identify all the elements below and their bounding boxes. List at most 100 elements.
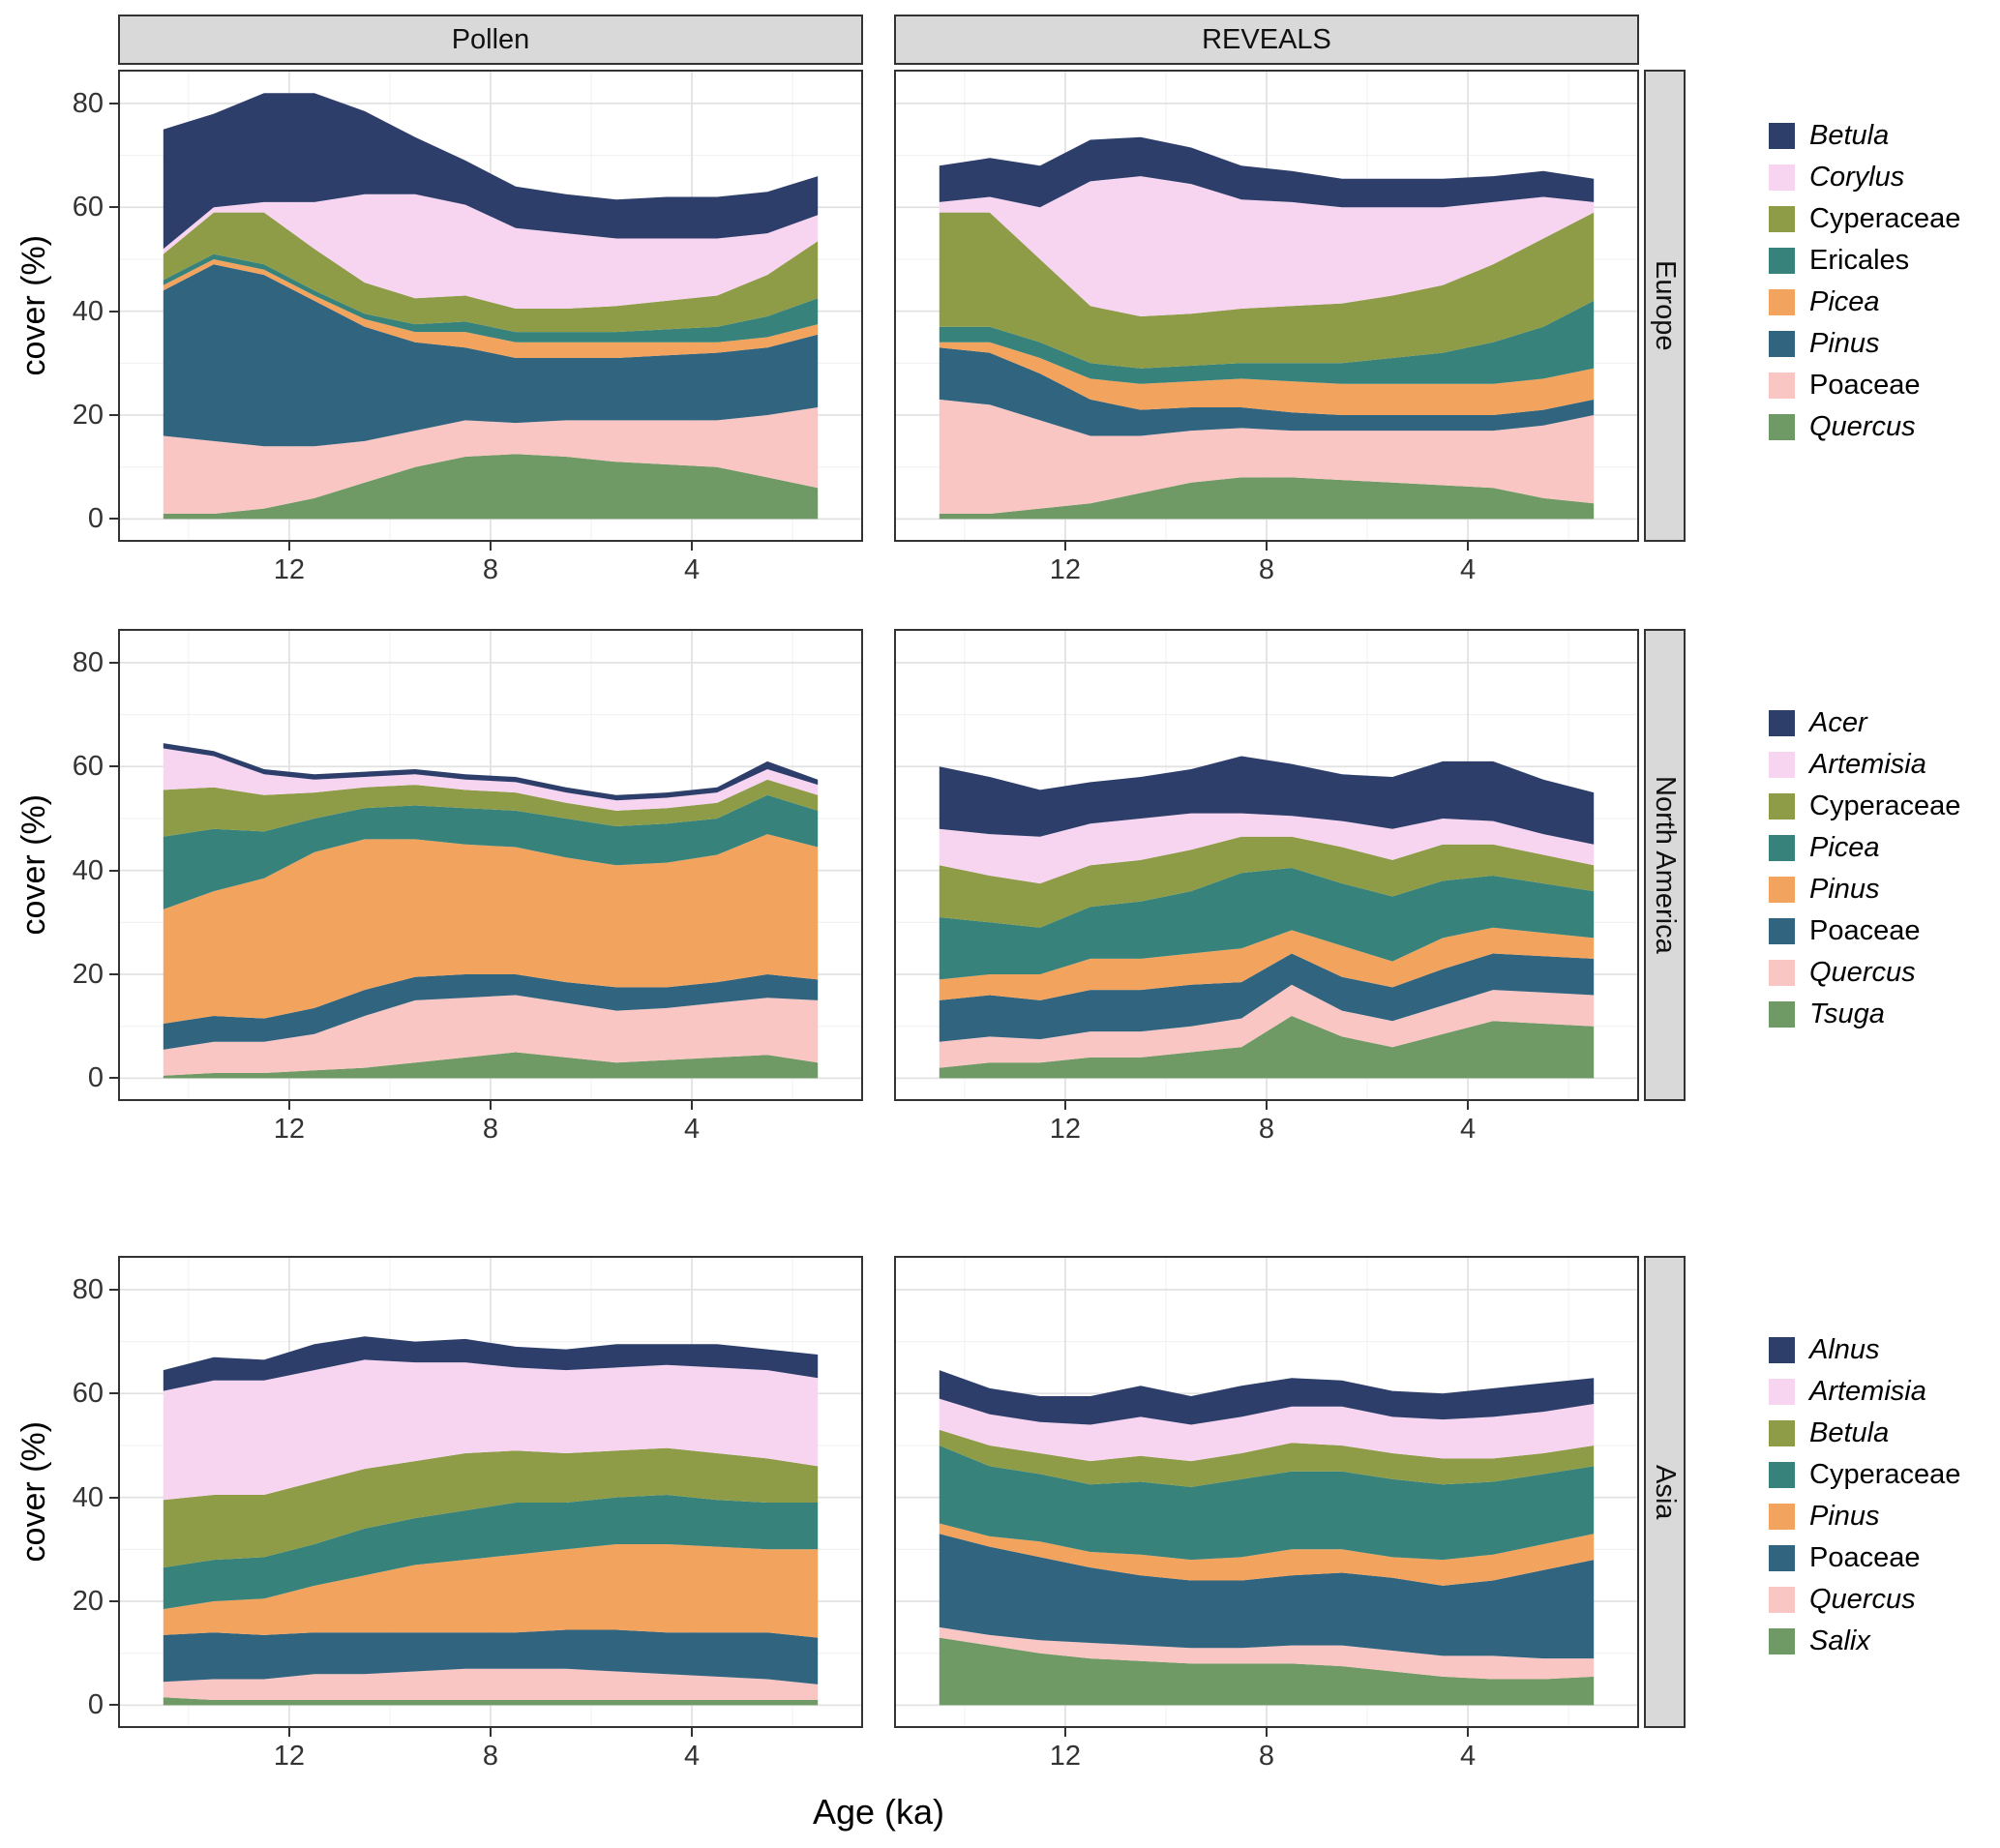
legend-item-betula: Betula — [1769, 1417, 2000, 1449]
legend-key — [1769, 1545, 1795, 1571]
panel-north-america-pollen — [118, 629, 863, 1101]
x-tick-mark — [490, 542, 492, 551]
legend-label: Cyperaceae — [1809, 790, 1961, 821]
y-tick-mark — [109, 1392, 118, 1395]
y-axis-title-text: cover (%) — [15, 235, 52, 376]
x-tick-label: 8 — [1258, 1114, 1275, 1145]
legend-key — [1769, 835, 1795, 861]
x-tick-mark — [1063, 1101, 1066, 1110]
x-tick-label: 8 — [1258, 554, 1275, 585]
area-corylus — [939, 176, 1595, 316]
area-cyperaceae — [939, 836, 1595, 928]
y-tick-mark — [109, 1704, 118, 1707]
y-tick-mark — [109, 518, 118, 521]
legend-key — [1769, 1379, 1795, 1405]
legend-item-ericales: Ericales — [1769, 245, 2000, 277]
y-tick-label: 60 — [72, 192, 104, 224]
legend-key — [1769, 877, 1795, 903]
area-corylus — [163, 194, 819, 309]
legend-item-cyperaceae: Cyperaceae — [1769, 1459, 2000, 1491]
legend-key — [1769, 918, 1795, 944]
area-alnus — [939, 1370, 1595, 1425]
x-tick-mark — [1467, 1101, 1470, 1110]
legend-label: Pinus — [1809, 1501, 1880, 1532]
legend-key — [1769, 1420, 1795, 1446]
legend-key — [1769, 1001, 1795, 1028]
y-tick-mark — [109, 1496, 118, 1499]
x-axis-title: Age (ka) — [118, 1792, 1639, 1833]
facet-strip-north-america-label: North America — [1650, 776, 1681, 954]
x-tick-mark — [490, 1728, 492, 1737]
legend-label: Tsuga — [1809, 999, 1885, 1029]
area-cyperaceae — [939, 212, 1595, 369]
facet-row-north-america: cover (%) 0 20 40 60 80 North America 12 8 4 1… — [12, 629, 2000, 1155]
legend-label: Ericales — [1809, 245, 1910, 276]
legend-label: Poaceae — [1809, 370, 1921, 401]
area-artemisia — [163, 1359, 819, 1501]
x-tick-label: 4 — [684, 554, 701, 585]
legend-label: Artemisia — [1809, 1376, 1926, 1407]
x-tick-mark — [1467, 1728, 1470, 1737]
x-tick-label: 4 — [684, 1741, 701, 1772]
legend-key — [1769, 206, 1795, 232]
y-tick-mark — [109, 310, 118, 313]
legend-label: Salix — [1809, 1625, 1870, 1656]
area-poaceae — [939, 399, 1595, 514]
area-quercus — [163, 995, 819, 1076]
x-tick-label: 4 — [1460, 1114, 1477, 1145]
area-poaceae — [163, 407, 819, 514]
x-tick-mark — [1266, 542, 1268, 551]
legend-key — [1769, 960, 1795, 986]
y-axis-title-text: cover (%) — [15, 794, 52, 936]
area-cyperaceae — [163, 212, 819, 333]
legend-key — [1769, 793, 1795, 820]
x-axis-ticks-europe-pollen: 12 8 4 — [118, 542, 863, 596]
area-cyperaceae — [163, 1495, 819, 1610]
x-tick-label: 12 — [1049, 1741, 1082, 1772]
legend-label: Pinus — [1809, 328, 1880, 359]
area-poaceae — [939, 953, 1595, 1042]
panel-asia-pollen — [118, 1256, 863, 1728]
area-pinus — [939, 927, 1595, 1000]
area-betula — [163, 93, 819, 250]
x-tick-label: 4 — [684, 1114, 701, 1145]
panel-border — [118, 629, 863, 1101]
legend-key — [1769, 414, 1795, 440]
y-tick-label: 40 — [72, 295, 104, 327]
legend-label: Pinus — [1809, 874, 1880, 905]
legend-item-picea: Picea — [1769, 832, 2000, 864]
x-tick-mark — [1063, 1728, 1066, 1737]
legend-item-picea: Picea — [1769, 286, 2000, 318]
y-tick-label: 0 — [87, 1062, 104, 1094]
area-picea — [163, 794, 819, 909]
y-tick-label: 60 — [72, 1378, 104, 1410]
area-alnus — [163, 1336, 819, 1391]
area-pinus — [163, 1544, 819, 1638]
legend-item-betula: Betula — [1769, 120, 2000, 152]
x-axis-ticks-north-america-pollen: 12 8 4 — [118, 1101, 863, 1155]
area-poaceae — [163, 974, 819, 1050]
y-axis-title: cover (%) — [12, 1256, 56, 1728]
y-tick-label: 80 — [72, 87, 104, 119]
legend-item-quercus: Quercus — [1769, 957, 2000, 989]
y-axis-ticks-north-america: 0 20 40 60 80 — [56, 629, 118, 1101]
area-ericales — [163, 253, 819, 343]
x-tick-mark — [691, 542, 694, 551]
legend-label: Corylus — [1809, 162, 1905, 193]
area-tsuga — [939, 1016, 1595, 1079]
legend-item-acer: Acer — [1769, 707, 2000, 739]
panel-border — [894, 70, 1639, 542]
y-tick-mark — [109, 661, 118, 664]
facet-strip-europe: Europe — [1644, 70, 1686, 542]
area-pinus — [163, 834, 819, 1024]
x-tick-mark — [691, 1101, 694, 1110]
y-tick-label: 40 — [72, 854, 104, 886]
panel-border — [118, 1256, 863, 1728]
legend-key — [1769, 1628, 1795, 1654]
legend-item-quercus: Quercus — [1769, 1584, 2000, 1616]
legend-key — [1769, 164, 1795, 191]
legend-label: Cyperaceae — [1809, 1459, 1961, 1490]
area-ericales — [939, 300, 1595, 384]
legend-item-tsuga: Tsuga — [1769, 999, 2000, 1030]
x-tick-label: 8 — [482, 1114, 499, 1145]
